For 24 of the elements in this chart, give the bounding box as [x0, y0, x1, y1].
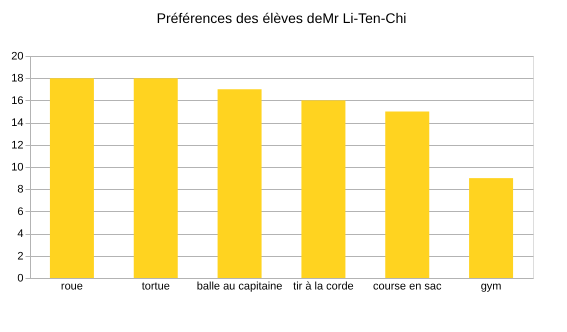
y-tick-label: 10 [11, 162, 24, 174]
y-tick-label: 2 [17, 250, 24, 262]
x-tick-label: tir à la corde [293, 280, 354, 292]
y-tick-label: 8 [17, 184, 24, 196]
bar [469, 178, 514, 278]
x-tick-label: tortue [142, 280, 170, 292]
bar [385, 112, 430, 278]
y-tick-label: 6 [17, 206, 24, 218]
y-tick-label: 14 [11, 117, 24, 130]
y-tick-label: 16 [11, 94, 24, 107]
bar [218, 89, 262, 278]
y-tick-label: 0 [17, 272, 24, 284]
x-tick-label: gym [480, 280, 502, 292]
bar [301, 100, 346, 278]
y-tick-label: 18 [11, 72, 24, 85]
x-tick-label: course en sac [373, 280, 442, 292]
y-tick-label: 20 [11, 50, 24, 62]
bar [134, 78, 178, 278]
x-tick-label: roue [60, 280, 83, 292]
bar [50, 78, 94, 278]
chart-title: Préférences des élèves deMr Li-Ten-Chi [156, 10, 406, 26]
y-tick-label: 4 [17, 228, 24, 240]
y-tick-label: 12 [11, 139, 24, 152]
x-tick-label: balle au capitaine [196, 280, 282, 292]
